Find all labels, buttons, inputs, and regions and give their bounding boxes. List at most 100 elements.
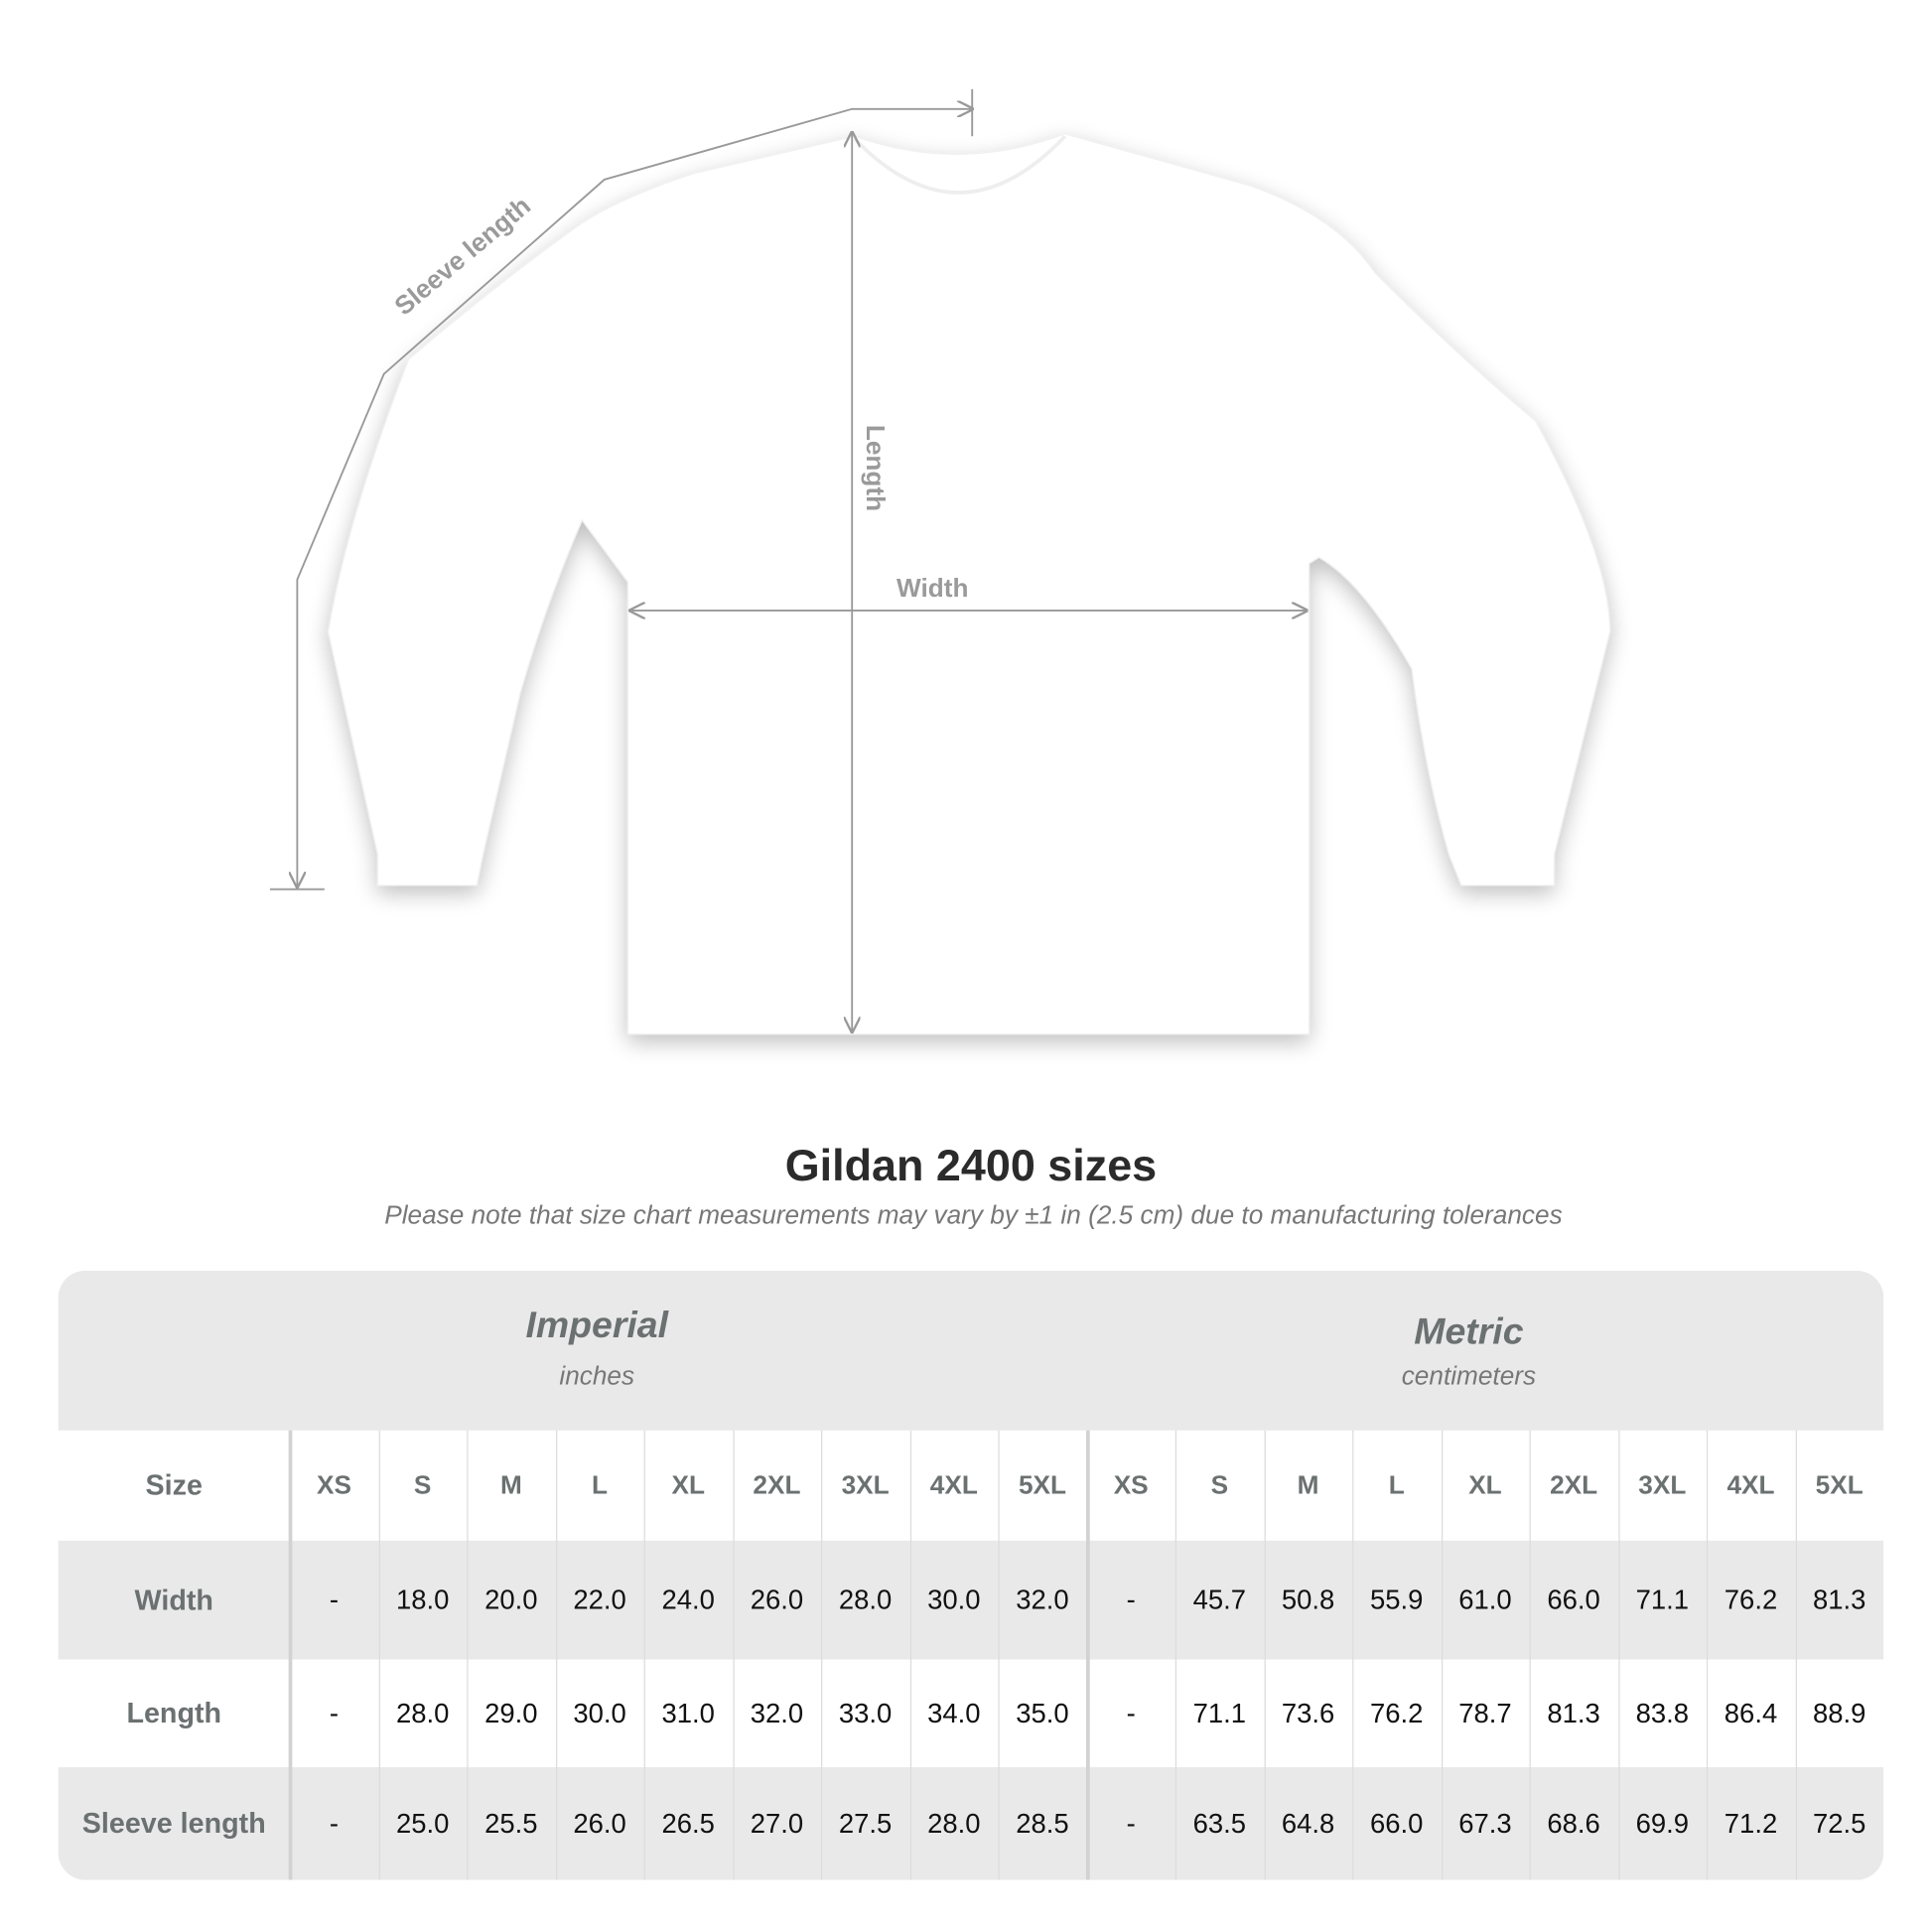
- value-cell-imperial: 28.0: [395, 1697, 450, 1728]
- value-cell-imperial: 27.5: [838, 1807, 893, 1839]
- shirt-diagram: Sleeve length Length Width: [269, 88, 1611, 1035]
- size-header-metric: M: [1297, 1470, 1319, 1499]
- size-header-imperial: M: [499, 1470, 522, 1499]
- column-divider: [643, 1430, 645, 1880]
- value-cell-metric: 50.8: [1281, 1584, 1335, 1615]
- column-divider: [1174, 1430, 1177, 1880]
- row-label: Width: [134, 1583, 213, 1616]
- size-header-imperial: 5XL: [1018, 1470, 1067, 1499]
- length-label: Length: [861, 425, 891, 511]
- value-cell-imperial: 29.0: [484, 1697, 538, 1728]
- value-cell-imperial: 27.0: [750, 1807, 804, 1839]
- value-cell-metric: 78.7: [1458, 1697, 1512, 1728]
- imperial-header: Imperial inches: [411, 1306, 782, 1392]
- value-cell-imperial: 22.0: [573, 1584, 626, 1615]
- value-cell-imperial: 26.0: [573, 1807, 626, 1839]
- value-cell-imperial: 25.5: [484, 1807, 538, 1839]
- size-header-metric: L: [1388, 1470, 1405, 1499]
- value-cell-imperial: 28.0: [838, 1584, 893, 1615]
- size-header-imperial: 4XL: [929, 1470, 978, 1499]
- size-header-imperial: 3XL: [841, 1470, 890, 1499]
- value-cell-metric: 76.2: [1724, 1584, 1778, 1615]
- column-divider: [1529, 1430, 1531, 1880]
- column-divider: [288, 1430, 293, 1880]
- size-header-metric: XL: [1468, 1470, 1502, 1499]
- value-cell-metric: 67.3: [1458, 1807, 1512, 1839]
- value-cell-imperial: 28.5: [1016, 1807, 1069, 1839]
- value-cell-imperial: 28.0: [927, 1807, 981, 1839]
- value-cell-imperial: -: [329, 1584, 340, 1615]
- value-cell-imperial: 20.0: [484, 1584, 538, 1615]
- metric-unit: centimeters: [1401, 1362, 1537, 1391]
- value-cell-metric: 83.8: [1635, 1697, 1690, 1728]
- value-cell-imperial: 24.0: [661, 1584, 715, 1615]
- value-cell-imperial: 33.0: [838, 1697, 893, 1728]
- value-cell-metric: -: [1126, 1807, 1136, 1839]
- table-row: Sleeve length - 25.0 25.5 26.0 26.5 27.0 27.5 28…: [58, 1767, 1884, 1880]
- value-cell-metric: 73.6: [1281, 1697, 1335, 1728]
- size-header-metric: 2XL: [1550, 1470, 1598, 1499]
- width-label: Width: [897, 573, 968, 603]
- value-cell-metric: 45.7: [1192, 1584, 1247, 1615]
- tolerance-note: Please note that size chart measurements…: [384, 1200, 1563, 1230]
- value-cell-imperial: -: [329, 1807, 340, 1839]
- row-label: Size: [145, 1468, 203, 1501]
- metric-header: Metric centimeters: [1283, 1311, 1654, 1392]
- value-cell-metric: 63.5: [1192, 1807, 1247, 1839]
- column-divider: [1617, 1430, 1619, 1880]
- size-header-metric: S: [1210, 1470, 1229, 1499]
- metric-title: Metric: [1414, 1311, 1524, 1353]
- page-title: Gildan 2400 sizes: [784, 1139, 1158, 1190]
- size-header-imperial: XL: [671, 1470, 705, 1499]
- value-cell-metric: 72.5: [1812, 1807, 1866, 1839]
- value-cell-metric: -: [1126, 1697, 1136, 1728]
- row-label: Sleeve length: [81, 1806, 266, 1840]
- value-cell-metric: 55.9: [1370, 1584, 1424, 1615]
- value-cell-metric: 68.6: [1547, 1807, 1600, 1839]
- value-cell-imperial: 26.5: [661, 1807, 715, 1839]
- value-cell-metric: 66.0: [1370, 1807, 1424, 1839]
- sleeve-measure-line: [269, 88, 972, 891]
- size-table: Imperial inches Metric centimeters Size X…: [58, 1270, 1884, 1880]
- size-header-imperial: XS: [317, 1470, 351, 1499]
- value-cell-metric: 71.1: [1192, 1697, 1247, 1728]
- value-cell-metric: 81.3: [1812, 1584, 1866, 1615]
- value-cell-metric: 61.0: [1458, 1584, 1512, 1615]
- size-header-imperial: L: [592, 1470, 609, 1499]
- column-divider: [555, 1430, 557, 1880]
- column-divider: [1352, 1430, 1354, 1880]
- value-cell-metric: 66.0: [1547, 1584, 1600, 1615]
- size-header-metric: 4XL: [1726, 1470, 1775, 1499]
- size-header-metric: 5XL: [1815, 1470, 1863, 1499]
- row-label: Length: [126, 1696, 222, 1729]
- value-cell-metric: 88.9: [1812, 1697, 1866, 1728]
- value-cell-imperial: -: [329, 1697, 340, 1728]
- value-cell-imperial: 30.0: [927, 1584, 981, 1615]
- size-header-row: Size XS S M L XL 2XL 3XL 4XL 5XL XS S M L XL 2XL 3XL 4XL 5…: [59, 1431, 1884, 1541]
- value-cell-imperial: 30.0: [573, 1697, 626, 1728]
- value-cell-imperial: 18.0: [395, 1584, 450, 1615]
- column-divider: [732, 1430, 735, 1880]
- value-cell-metric: 71.1: [1635, 1584, 1690, 1615]
- value-cell-imperial: 32.0: [1016, 1584, 1069, 1615]
- column-divider: [1263, 1430, 1266, 1880]
- table-row: Width - 18.0 20.0 22.0 24.0 26.0 28.0 30.0 32.0 - 4…: [58, 1540, 1884, 1660]
- column-divider: [1795, 1430, 1797, 1880]
- imperial-unit: inches: [559, 1362, 635, 1391]
- column-divider: [1441, 1430, 1443, 1880]
- column-divider: [909, 1430, 911, 1880]
- value-cell-imperial: 32.0: [750, 1697, 804, 1728]
- column-divider: [821, 1430, 823, 1880]
- value-cell-metric: -: [1126, 1584, 1136, 1615]
- imperial-title: Imperial: [525, 1305, 669, 1346]
- value-cell-imperial: 31.0: [661, 1697, 715, 1728]
- value-cell-imperial: 25.0: [395, 1807, 450, 1839]
- value-cell-imperial: 35.0: [1016, 1697, 1069, 1728]
- size-header-metric: 3XL: [1638, 1470, 1687, 1499]
- value-cell-metric: 69.9: [1635, 1807, 1690, 1839]
- value-cell-metric: 76.2: [1370, 1697, 1424, 1728]
- column-divider: [1085, 1430, 1090, 1880]
- value-cell-imperial: 34.0: [927, 1697, 981, 1728]
- value-cell-metric: 64.8: [1281, 1807, 1335, 1839]
- column-divider: [467, 1430, 469, 1880]
